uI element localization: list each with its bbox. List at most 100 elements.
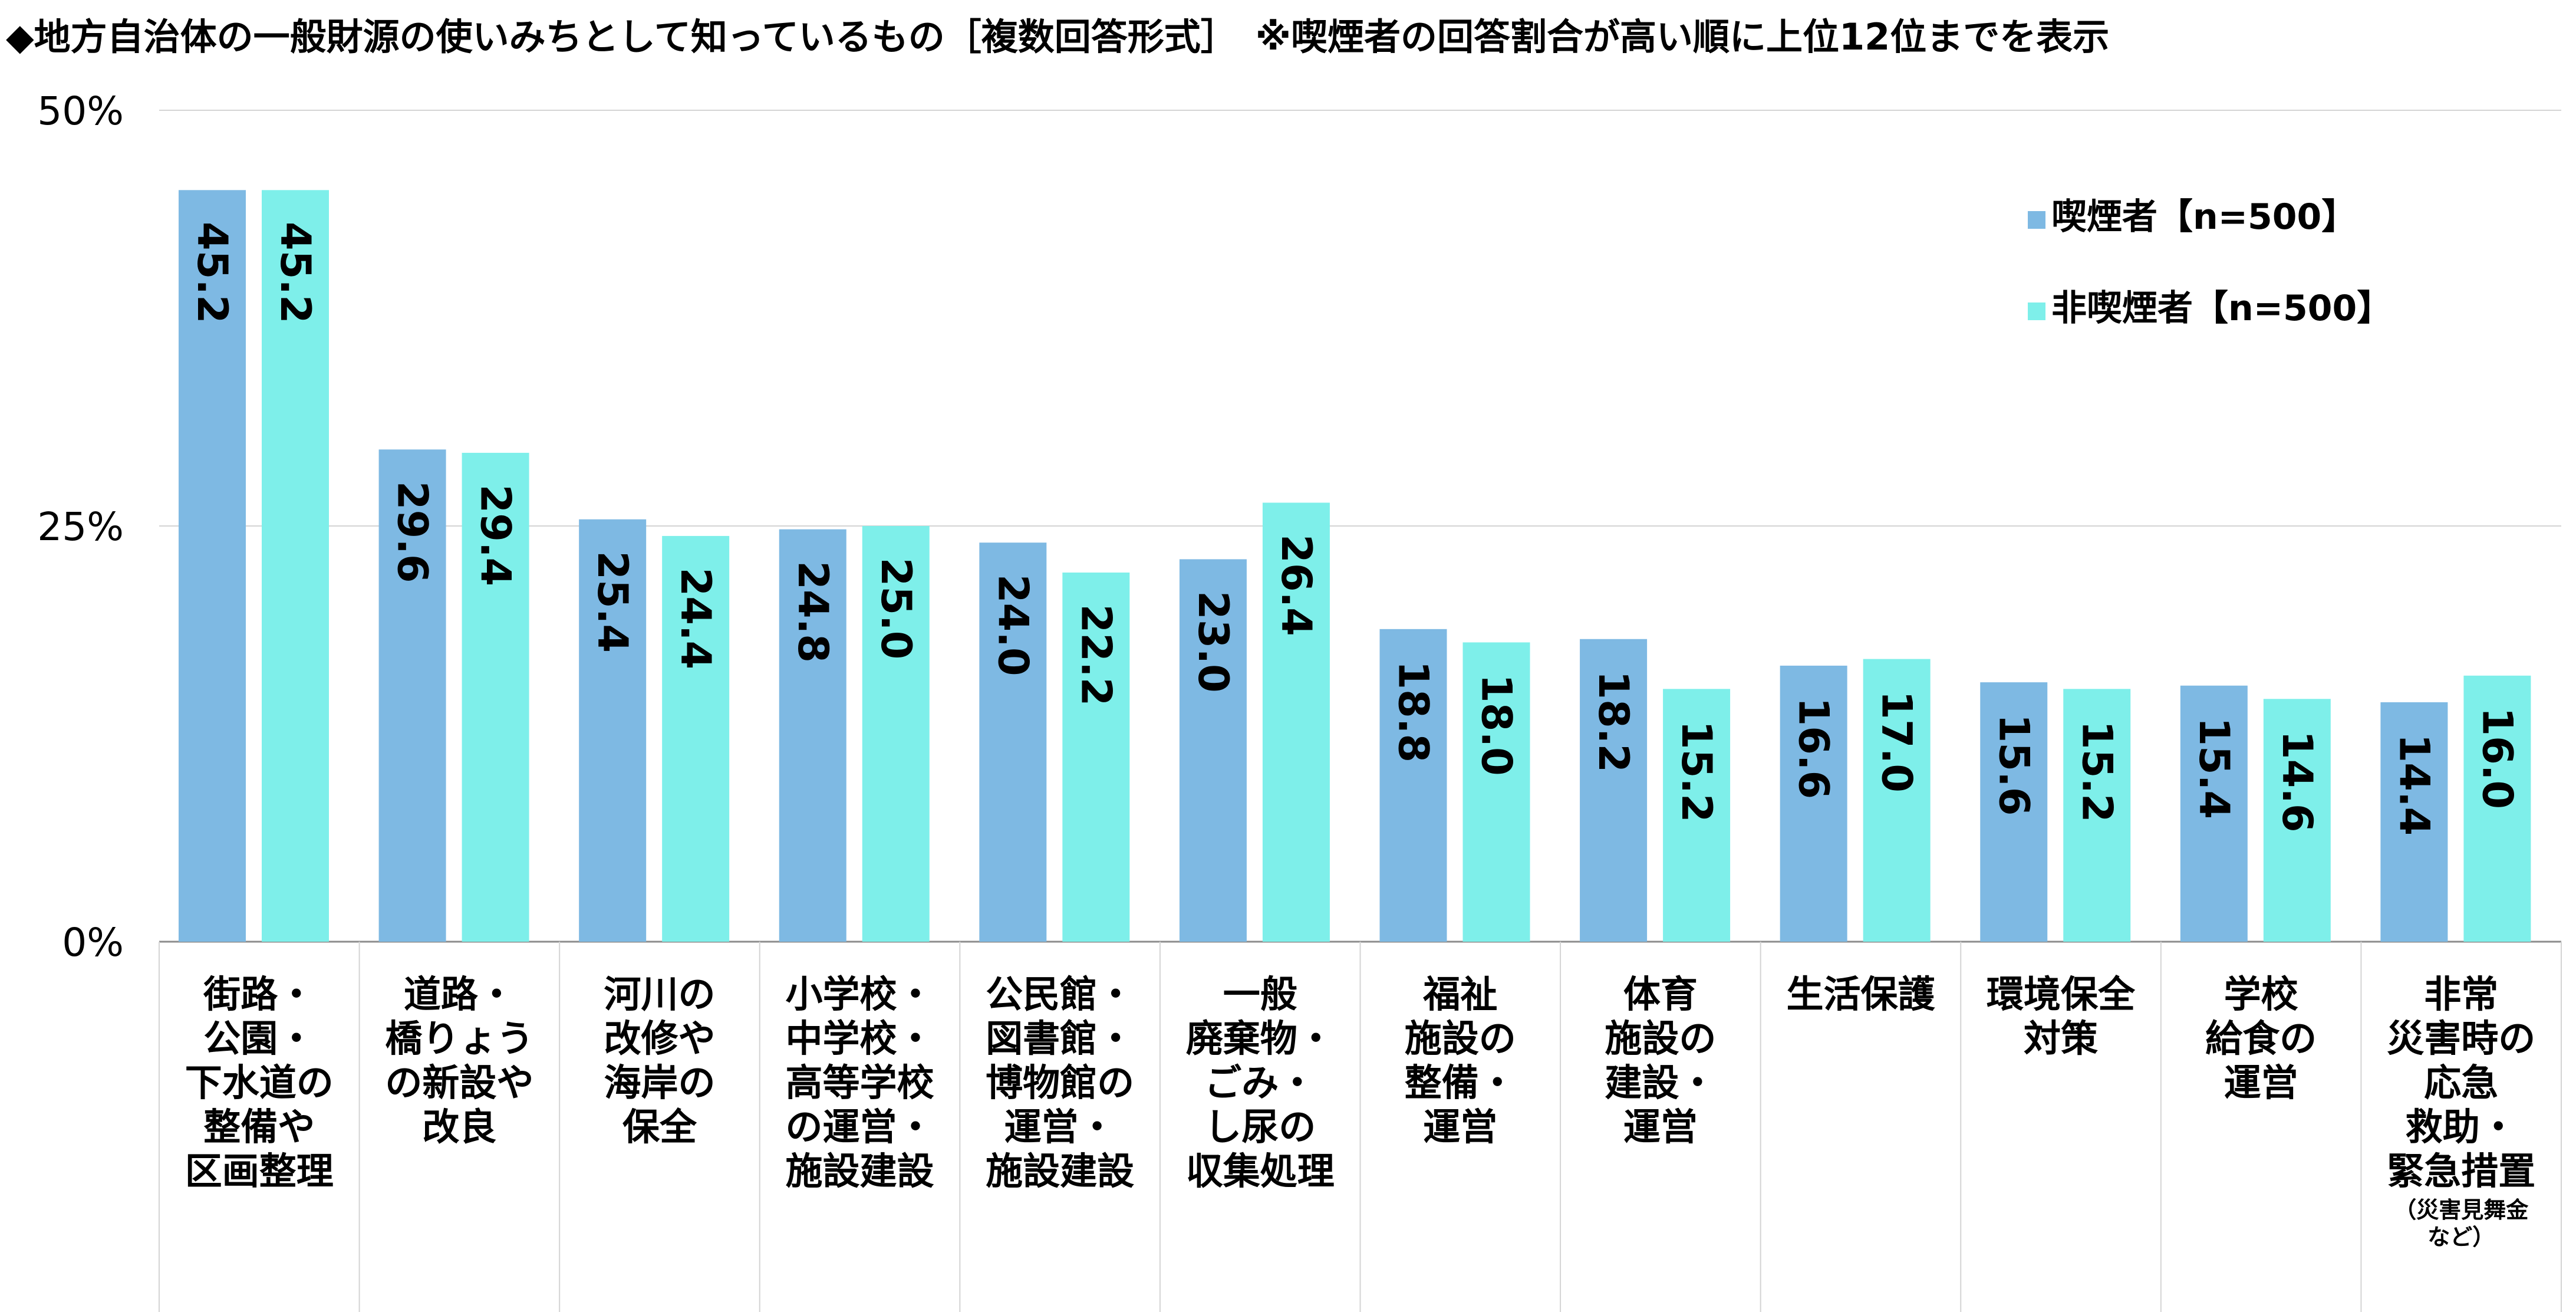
bar-series-2 [2463, 675, 2531, 942]
category-label: 緊急措置 [2387, 1150, 2535, 1193]
bar-value-label: 24.8 [789, 561, 837, 663]
legend-label-1: 喫煙者【n=500】 [2051, 196, 2357, 238]
bar-series-2 [1663, 689, 1731, 942]
category-label: の新設や [385, 1061, 533, 1104]
category-label: 下水道の [185, 1061, 334, 1104]
category-label: 保全 [622, 1106, 697, 1149]
bar-value-label: 29.6 [388, 481, 437, 583]
category-label: 給食の [2205, 1017, 2317, 1060]
category-label: 運営 [1423, 1106, 1497, 1149]
category-label: 体育 [1623, 973, 1698, 1016]
bar-series-2 [1462, 642, 1530, 942]
bar-value-label: 14.4 [2390, 734, 2438, 836]
category-note: など） [2427, 1224, 2495, 1250]
bar-series-1 [378, 449, 446, 942]
category-label: 整備や [203, 1106, 315, 1149]
category-label: 整備・ [1405, 1061, 1516, 1104]
bar-series-1 [1379, 629, 1447, 942]
bar-value-label: 15.6 [1989, 714, 2038, 816]
category-label: 公園・ [203, 1017, 315, 1060]
bar-series-1 [179, 190, 246, 942]
bar-series-2 [1062, 572, 1130, 942]
legend-swatch-1 [2028, 211, 2045, 229]
category-label: 博物館の [986, 1061, 1134, 1104]
category-label: 中学校・ [786, 1017, 934, 1060]
bar-value-label: 22.2 [1072, 604, 1120, 706]
category-label: 改良 [422, 1106, 496, 1149]
bar-value-label: 45.2 [188, 222, 236, 324]
bar-value-label: 17.0 [1873, 690, 1921, 793]
bar-value-label: 23.0 [1189, 591, 1237, 693]
category-label: 運営 [2224, 1061, 2298, 1104]
category-label: 施設建設 [986, 1150, 1134, 1193]
bar-series-1 [979, 542, 1047, 942]
category-label: 生活保護 [1786, 973, 1935, 1016]
bar-value-label: 18.2 [1589, 670, 1638, 772]
category-label: 高等学校 [786, 1061, 934, 1104]
bar-series-1 [1980, 682, 2048, 942]
category-label: 道路・ [404, 973, 515, 1016]
bar-value-label: 45.2 [271, 222, 319, 324]
bar-series-2 [1863, 659, 1931, 942]
category-label: 救助・ [2406, 1106, 2517, 1149]
bar-value-label: 14.6 [2273, 731, 2321, 833]
bar-series-1 [2380, 702, 2448, 942]
bar-series-2 [662, 535, 730, 942]
legend-swatch-2 [2028, 302, 2045, 320]
category-label: 河川の [604, 973, 715, 1016]
bar-series-2 [1262, 502, 1330, 942]
category-label: 街路・ [203, 973, 315, 1016]
category-label: 運営 [1623, 1106, 1698, 1149]
bar-series-2 [2063, 689, 2131, 942]
bar-series-1 [2180, 685, 2248, 942]
category-label: 海岸の [604, 1061, 715, 1104]
bar-series-2 [262, 190, 329, 942]
legend-label-2: 非喫煙者【n=500】 [2051, 288, 2392, 329]
bar-value-label: 16.0 [2473, 707, 2521, 809]
category-label: 学校 [2224, 973, 2298, 1016]
bar-value-label: 15.2 [2073, 721, 2121, 823]
category-label: 一般 [1223, 973, 1297, 1016]
bar-value-label: 15.2 [1672, 721, 1721, 823]
category-label: 施設の [1405, 1017, 1516, 1060]
category-label: 運営・ [1004, 1106, 1116, 1149]
bar-value-label: 24.0 [989, 574, 1037, 676]
bar-value-label: 15.4 [2190, 717, 2238, 819]
y-tick-label: 25% [37, 504, 124, 550]
bar-value-label: 16.6 [1790, 698, 1838, 800]
bar-series-1 [579, 519, 647, 942]
category-label: 非常 [2424, 973, 2498, 1016]
bar-series-1 [1179, 559, 1247, 942]
category-label: 橋りょう [385, 1017, 533, 1060]
category-label: 施設建設 [786, 1150, 934, 1193]
category-label: 福祉 [1422, 973, 1497, 1016]
category-label: し尿の [1204, 1106, 1316, 1149]
category-label: 建設・ [1605, 1061, 1716, 1104]
bar-series-1 [1780, 665, 1847, 942]
category-label: 災害時の [2387, 1017, 2535, 1060]
category-label: 小学校・ [786, 973, 934, 1016]
bar-value-label: 18.8 [1389, 660, 1438, 762]
bar-series-2 [862, 526, 930, 942]
bar-value-label: 29.4 [472, 485, 520, 587]
category-label: 区画整理 [185, 1150, 334, 1193]
category-label: 公民館・ [986, 973, 1134, 1016]
category-label: 廃棄物・ [1186, 1017, 1335, 1060]
bar-series-1 [1580, 639, 1648, 942]
bar-value-label: 25.0 [872, 558, 920, 660]
category-note: （災害見舞金 [2394, 1197, 2529, 1223]
category-label: 収集処理 [1186, 1150, 1335, 1193]
bar-value-label: 18.0 [1473, 674, 1521, 776]
category-label: の運営・ [786, 1106, 934, 1149]
bar-value-label: 26.4 [1272, 534, 1320, 636]
category-label: 施設の [1605, 1017, 1716, 1060]
category-label: ごみ・ [1204, 1061, 1316, 1104]
category-label: 応急 [2424, 1061, 2498, 1104]
y-tick-label: 50% [37, 88, 124, 134]
bar-value-label: 25.4 [588, 551, 637, 653]
bar-series-2 [462, 452, 529, 942]
bar-series-2 [2263, 699, 2331, 942]
category-label: 図書館・ [986, 1017, 1134, 1060]
bar-series-1 [779, 529, 846, 942]
